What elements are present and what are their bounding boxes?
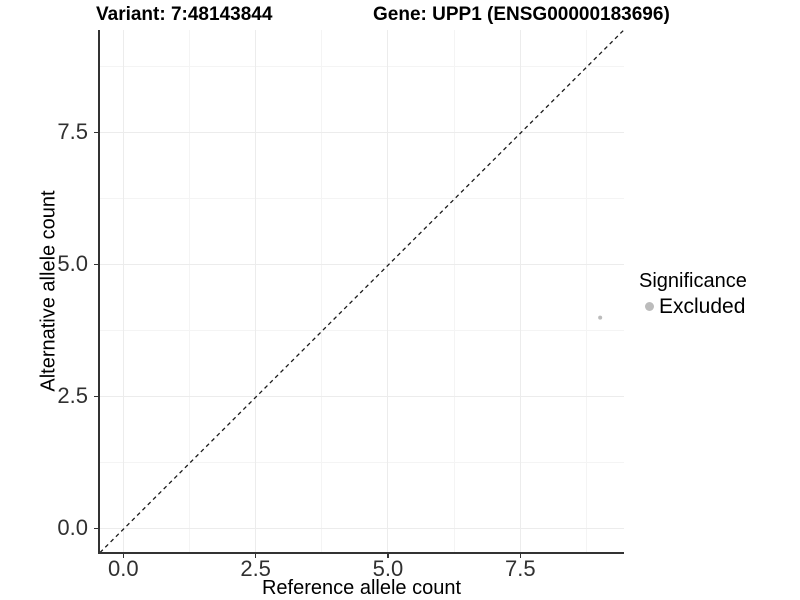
x-tick-mark <box>519 553 522 558</box>
minor-gridline <box>585 29 587 553</box>
major-gridline <box>122 29 124 553</box>
gene-title: Gene: UPP1 (ENSG00000183696) <box>373 4 670 25</box>
minor-gridline <box>188 29 190 553</box>
y-tick-label: 2.5 <box>57 383 88 409</box>
plot-layer <box>99 29 624 553</box>
major-gridline <box>255 29 257 553</box>
x-tick-label: 5.0 <box>372 556 404 581</box>
y-tick-mark <box>93 527 98 530</box>
x-tick-mark <box>387 553 389 558</box>
variant-title: Variant: 7:48143844 <box>96 4 273 25</box>
major-gridline <box>99 131 624 133</box>
x-tick-label: 0.0 <box>108 556 139 581</box>
major-gridline <box>99 527 624 529</box>
excluded-point-icon <box>645 302 654 311</box>
minor-gridline <box>99 197 624 199</box>
legend-title: Significance <box>639 270 747 292</box>
y-axis-title: Alternative allele count <box>37 190 60 392</box>
major-gridline <box>99 263 624 265</box>
major-gridline <box>387 29 389 553</box>
x-tick-mark <box>122 553 125 558</box>
legend-item-excluded: Excluded <box>639 295 747 318</box>
x-axis-line <box>98 552 624 554</box>
major-gridline <box>519 29 521 553</box>
y-tick-mark <box>93 395 98 398</box>
identity-dashed-line <box>99 29 624 553</box>
data-point <box>597 315 602 320</box>
legend: Significance Excluded <box>639 270 747 318</box>
x-axis-title: Reference allele count <box>261 577 461 599</box>
y-tick-label: 5.0 <box>57 251 88 277</box>
y-axis-line <box>98 29 100 554</box>
y-tick-mark <box>93 263 98 266</box>
major-gridline <box>99 395 624 397</box>
minor-gridline <box>99 461 624 463</box>
y-tick-label: 0.0 <box>57 515 88 541</box>
x-tick-label: 7.5 <box>504 556 536 581</box>
x-tick-label: 2.5 <box>240 556 271 581</box>
minor-gridline <box>99 329 624 331</box>
legend-item-label: Excluded <box>659 295 746 318</box>
plot-panel <box>99 29 624 553</box>
x-tick-mark <box>254 553 257 558</box>
minor-gridline <box>99 65 624 67</box>
y-tick-mark <box>93 131 98 134</box>
minor-gridline <box>321 29 323 553</box>
y-tick-label: 7.5 <box>57 119 88 145</box>
minor-gridline <box>453 29 455 553</box>
